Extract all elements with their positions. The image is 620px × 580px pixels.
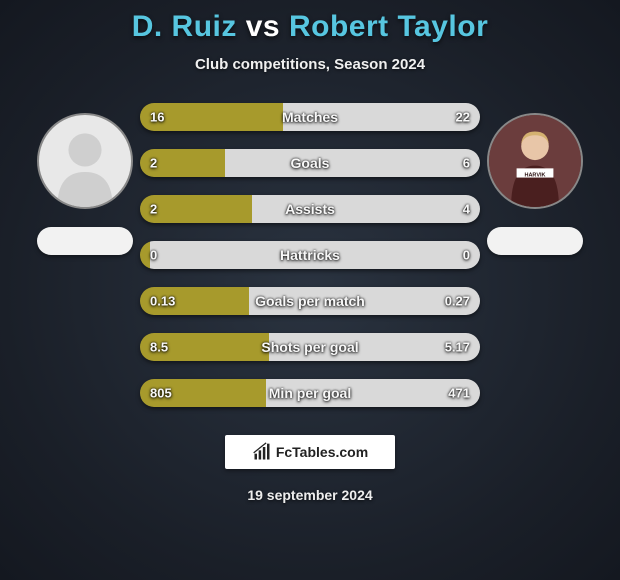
silhouette-icon: [39, 115, 131, 207]
stat-value-right: 471: [448, 386, 470, 401]
stats-bars: 16 22 Matches 2 6 Goals 2 4 Assists 0 0 Hattricks 0.…: [140, 103, 480, 407]
stat-row: 8.5 5.17 Shots per goal: [140, 333, 480, 361]
stat-value-left: 16: [150, 110, 164, 125]
stat-label: Assists: [285, 201, 335, 217]
stat-value-right: 4: [463, 202, 470, 217]
left-player-column: [30, 103, 140, 255]
stat-row: 0 0 Hattricks: [140, 241, 480, 269]
footer-date: 19 september 2024: [247, 487, 372, 503]
site-logo: FcTables.com: [225, 435, 395, 469]
stat-row: 2 6 Goals: [140, 149, 480, 177]
stat-value-right: 0.27: [445, 294, 470, 309]
stat-value-right: 6: [463, 156, 470, 171]
player-photo-icon: HARVIK: [489, 115, 581, 207]
stat-label: Hattricks: [280, 247, 340, 263]
stat-value-right: 5.17: [445, 340, 470, 355]
stat-value-left: 0.13: [150, 294, 175, 309]
stat-row: 16 22 Matches: [140, 103, 480, 131]
stat-value-right: 0: [463, 248, 470, 263]
stat-label: Matches: [282, 109, 338, 125]
stat-value-left: 8.5: [150, 340, 168, 355]
player1-name: D. Ruiz: [132, 10, 237, 43]
stat-label: Shots per goal: [261, 339, 358, 355]
svg-text:HARVIK: HARVIK: [524, 173, 545, 179]
stat-label: Min per goal: [269, 385, 351, 401]
stat-label: Goals per match: [255, 293, 365, 309]
player1-avatar: [37, 113, 133, 209]
stat-row: 805 471 Min per goal: [140, 379, 480, 407]
player1-country-pill: [37, 227, 133, 255]
right-player-column: HARVIK: [480, 103, 590, 255]
player2-country-pill: [487, 227, 583, 255]
site-name: FcTables.com: [276, 444, 368, 460]
stat-row: 0.13 0.27 Goals per match: [140, 287, 480, 315]
player2-avatar: HARVIK: [487, 113, 583, 209]
bar-fill-left: [140, 241, 150, 269]
vs-text: vs: [246, 10, 280, 43]
player2-name: Robert Taylor: [289, 10, 488, 43]
stat-row: 2 4 Assists: [140, 195, 480, 223]
chart-area: 16 22 Matches 2 6 Goals 2 4 Assists 0 0 Hattricks 0.…: [0, 103, 620, 407]
infographic-container: D. Ruiz vs Robert Taylor Club competitio…: [0, 0, 620, 580]
stat-value-left: 0: [150, 248, 157, 263]
stat-value-left: 2: [150, 156, 157, 171]
stat-value-left: 805: [150, 386, 172, 401]
subtitle: Club competitions, Season 2024: [195, 56, 425, 73]
comparison-title: D. Ruiz vs Robert Taylor: [132, 10, 489, 44]
stat-label: Goals: [291, 155, 330, 171]
stat-value-right: 22: [456, 110, 470, 125]
chart-icon: [252, 442, 272, 462]
stat-value-left: 2: [150, 202, 157, 217]
bar-fill-right: [225, 149, 480, 177]
